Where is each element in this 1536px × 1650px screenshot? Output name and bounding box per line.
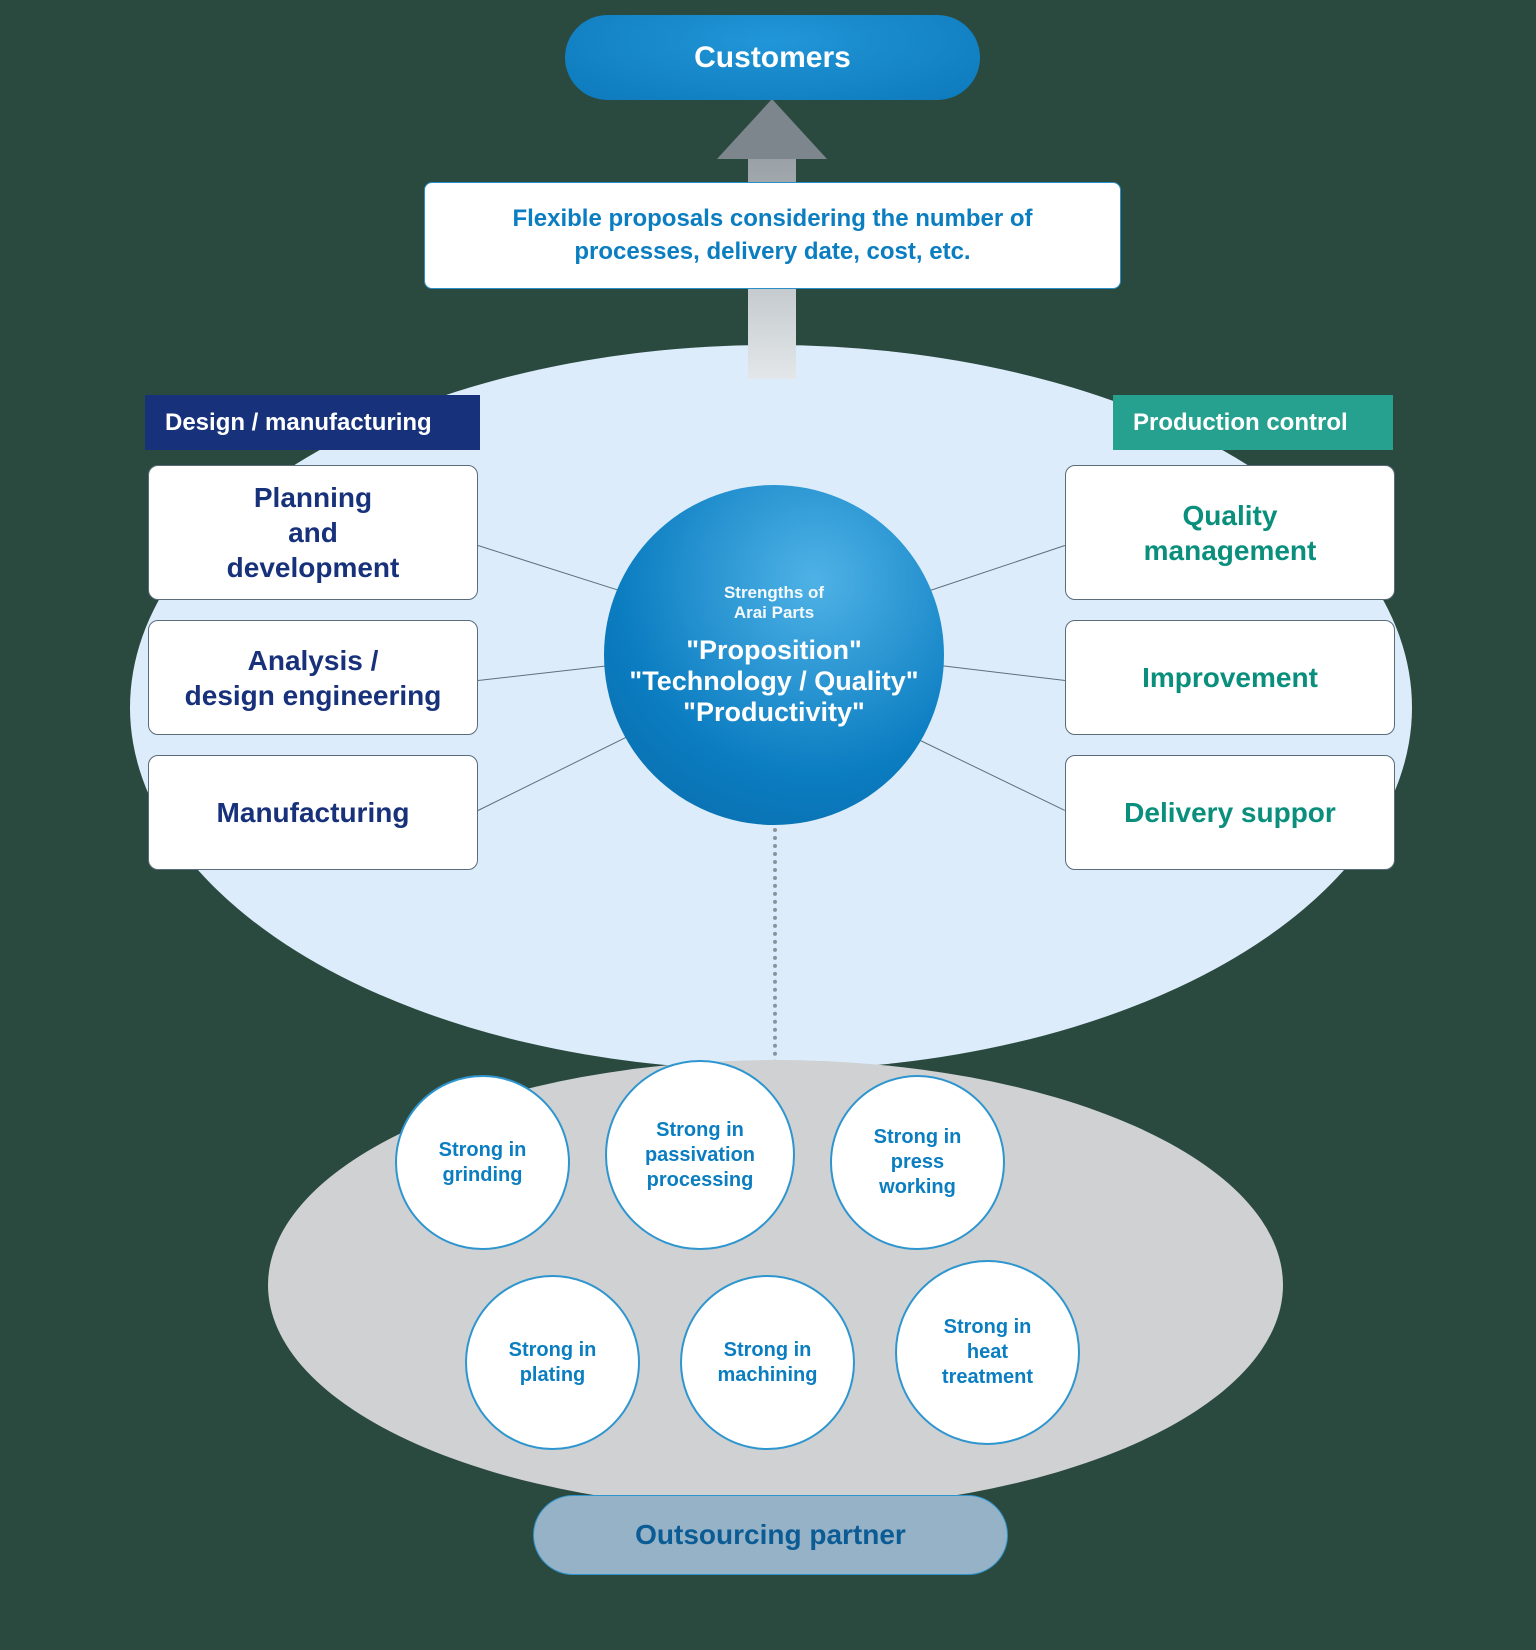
- right-box-2: Delivery suppor: [1065, 755, 1395, 870]
- dotted-connector: [773, 828, 777, 1088]
- partner-circle-0: Strong ingrinding: [395, 1075, 570, 1250]
- center-line-2: "Technology / Quality": [629, 666, 918, 697]
- center-subtitle: Strengths ofArai Parts: [724, 583, 824, 623]
- left-category-tab: Design / manufacturing: [145, 395, 480, 450]
- partner-circle-3: Strong inplating: [465, 1275, 640, 1450]
- customers-pill: Customers: [565, 15, 980, 100]
- left-box-1: Analysis /design engineering: [148, 620, 478, 735]
- customers-label: Customers: [694, 41, 851, 75]
- partner-circle-2: Strong inpressworking: [830, 1075, 1005, 1250]
- left-box-0: Planninganddevelopment: [148, 465, 478, 600]
- proposals-text: Flexible proposals considering the numbe…: [455, 203, 1090, 268]
- right-category-label: Production control: [1133, 409, 1348, 437]
- center-line-1: "Proposition": [686, 635, 862, 666]
- right-category-tab: Production control: [1113, 395, 1393, 450]
- right-box-0: Qualitymanagement: [1065, 465, 1395, 600]
- right-box-1: Improvement: [1065, 620, 1395, 735]
- diagram-stage: Customers Flexible proposals considering…: [0, 0, 1536, 1650]
- outsourcing-label: Outsourcing partner: [635, 1519, 906, 1551]
- partner-circle-5: Strong inheattreatment: [895, 1260, 1080, 1445]
- partner-circle-1: Strong inpassivationprocessing: [605, 1060, 795, 1250]
- outsourcing-pill: Outsourcing partner: [533, 1495, 1008, 1575]
- center-circle: Strengths ofArai Parts "Proposition" "Te…: [604, 485, 944, 825]
- proposals-box: Flexible proposals considering the numbe…: [424, 182, 1121, 289]
- partner-circle-4: Strong inmachining: [680, 1275, 855, 1450]
- arrow-head-icon: [717, 99, 827, 159]
- center-line-3: "Productivity": [683, 697, 865, 728]
- left-box-2: Manufacturing: [148, 755, 478, 870]
- left-category-label: Design / manufacturing: [165, 409, 432, 437]
